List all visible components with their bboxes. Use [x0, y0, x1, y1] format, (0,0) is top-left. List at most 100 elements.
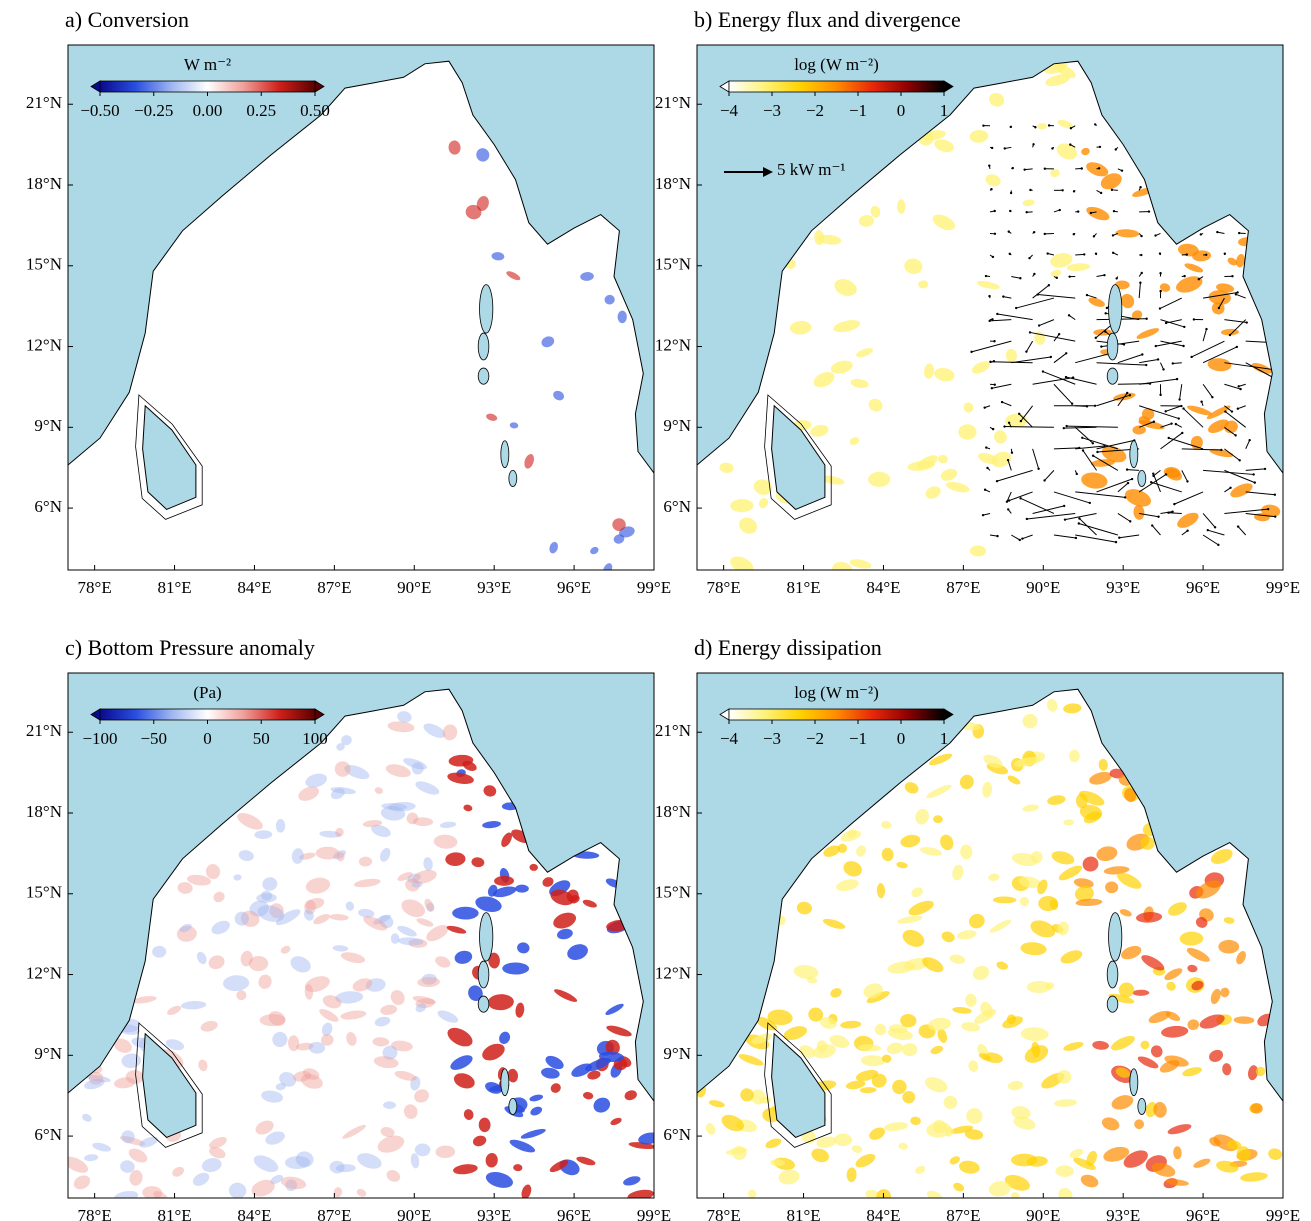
flux-arrow-head — [1114, 540, 1118, 544]
field-blob — [1236, 1146, 1251, 1162]
flux-arrow-head — [1111, 234, 1115, 237]
field-blob — [257, 905, 285, 922]
flux-arrow — [1037, 294, 1076, 299]
x-tick-label: 81°E — [157, 578, 191, 597]
field-blob — [850, 378, 869, 388]
field-blob — [486, 413, 498, 421]
flux-arrow-head — [1159, 393, 1162, 397]
flux-arrow — [1155, 340, 1182, 347]
field-blob — [859, 1087, 877, 1094]
field-blob — [881, 847, 894, 862]
field-blob — [1073, 878, 1094, 888]
field-blob — [120, 1160, 135, 1173]
field-blob — [468, 985, 483, 1002]
field-blob — [550, 1083, 561, 1093]
field-blob — [415, 781, 440, 795]
field-blob — [1220, 987, 1230, 998]
field-blob — [319, 1008, 339, 1022]
field-blob — [296, 1042, 314, 1051]
field-blob — [796, 901, 813, 915]
flux-arrow-head — [1154, 234, 1157, 237]
flux-arrow — [1165, 319, 1182, 324]
flux-arrow — [991, 383, 1012, 389]
field-blob — [612, 518, 626, 532]
field-blob — [1105, 881, 1119, 894]
field-blob — [1132, 425, 1146, 435]
field-blob — [869, 1127, 885, 1140]
flux-arrow-head — [1081, 449, 1085, 452]
field-blob — [1195, 917, 1208, 928]
flux-arrow — [1011, 276, 1021, 279]
flux-arrow — [1139, 512, 1159, 518]
field-blob — [1117, 872, 1142, 889]
field-blob — [897, 915, 923, 924]
colorbar-tick-label: −3 — [763, 101, 781, 120]
field-blob — [299, 852, 316, 860]
field-blob — [333, 1187, 343, 1198]
field-blob — [585, 1058, 612, 1072]
map-panel: c) Bottom Pressure anomaly 78°E 81°E 84°E 87… — [26, 635, 671, 1221]
field-blob — [329, 913, 349, 921]
field-blob — [448, 754, 474, 767]
x-tick-label: 93°E — [477, 1206, 511, 1221]
field-blob — [394, 1070, 417, 1081]
island — [1106, 332, 1119, 361]
field-blob — [965, 993, 977, 1007]
flux-arrow — [1203, 291, 1238, 299]
field-blob — [84, 1154, 99, 1162]
field-blob — [896, 199, 906, 214]
flux-arrow-head — [1248, 438, 1251, 442]
flux-arrow — [1168, 437, 1204, 450]
field-blob — [988, 1181, 1011, 1197]
flux-arrow — [1117, 392, 1128, 407]
field-blob — [968, 1060, 979, 1072]
flux-arrow-head — [1236, 525, 1240, 528]
field-blob — [256, 893, 277, 903]
colorbar-tick-label: −2 — [806, 101, 824, 120]
field-blob — [945, 481, 970, 493]
field-blob — [871, 1073, 887, 1088]
field-blob — [1123, 1150, 1148, 1168]
flux-arrow — [1096, 362, 1147, 366]
field-blob — [580, 272, 594, 281]
flux-arrow-head — [1008, 252, 1011, 255]
flux-arrow-head — [1100, 345, 1103, 348]
field-blob — [887, 961, 916, 974]
field-blob — [437, 1010, 459, 1023]
field-blob — [994, 430, 1007, 444]
x-tick-label: 99°E — [1266, 578, 1300, 597]
field-blob — [453, 1164, 478, 1175]
flux-arrow-head — [1029, 188, 1032, 192]
flux-arrow — [1053, 534, 1076, 539]
flux-arrow-head — [1043, 232, 1046, 236]
field-blob — [996, 961, 1008, 970]
map-panel: a) Conversion 78°E 81°E 84°E 87°E 90°E 93°E 96°… — [26, 7, 671, 597]
flux-arrow-head — [1200, 400, 1203, 403]
field-blob — [340, 1010, 367, 1020]
flux-arrow-head — [1007, 230, 1010, 233]
field-blob — [915, 808, 929, 825]
flux-arrow-head — [1098, 145, 1102, 149]
field-blob — [397, 711, 412, 723]
colorbar-tick-label: −100 — [82, 729, 117, 748]
flux-arrow-head — [989, 360, 992, 364]
y-tick-label: 6°N — [663, 497, 691, 516]
field-blob — [959, 1160, 980, 1174]
flux-arrow-head — [1037, 467, 1040, 470]
x-tick-label: 87°E — [946, 578, 980, 597]
field-blob — [1177, 243, 1199, 257]
field-blob — [840, 830, 861, 842]
flux-arrow-head — [1120, 169, 1124, 172]
flux-arrow — [1237, 405, 1246, 410]
flux-arrow-head — [1235, 345, 1239, 349]
field-blob — [1022, 804, 1039, 812]
field-blob — [304, 899, 316, 915]
field-blob — [382, 1045, 398, 1060]
field-blob — [550, 889, 574, 906]
island — [1129, 440, 1139, 469]
flux-arrow-head — [1062, 426, 1066, 430]
flux-arrow-head — [1126, 481, 1130, 485]
flux-arrow-head — [1170, 422, 1173, 425]
field-blob — [924, 1077, 948, 1093]
flux-arrow — [1082, 450, 1097, 471]
